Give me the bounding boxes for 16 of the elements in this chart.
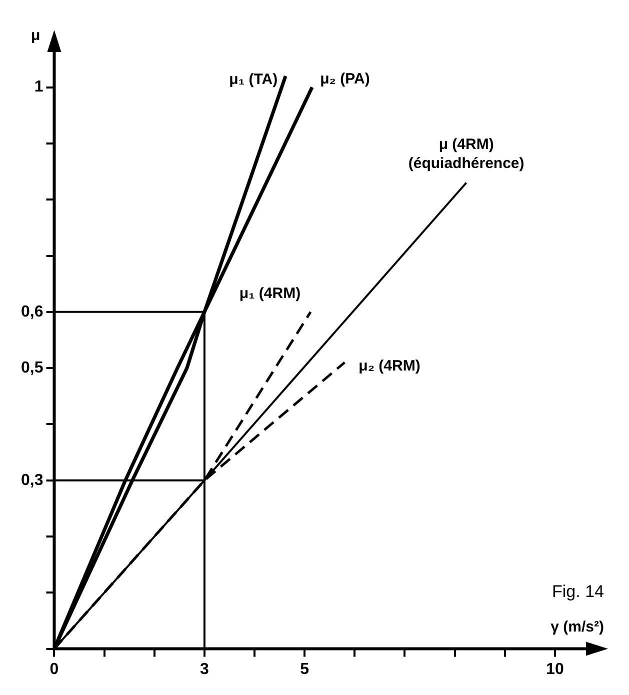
x-tick-label: 5 [300, 660, 310, 678]
series-label: μ₁ (TA) [229, 71, 278, 88]
x-tick-label: 0 [50, 660, 59, 678]
series-label: μ₁ (4RM) [239, 285, 301, 302]
x-tick-label: 3 [200, 660, 209, 678]
y-tick-label: 0,6 [20, 303, 44, 320]
y-tick-label: 0,3 [20, 472, 44, 489]
y-axis-title: μ [31, 27, 40, 44]
series-label: μ₂ (PA) [320, 70, 370, 88]
y-tick-label: 1 [34, 78, 44, 96]
x-axis-title: γ (m/s²) [550, 618, 604, 636]
y-tick-label: 0,5 [20, 359, 44, 376]
series-label: μ₂ (4RM) [358, 358, 420, 375]
x-tick-label: 10 [546, 660, 564, 678]
series-label: μ (4RM) (équiadhérence) [408, 136, 524, 172]
annotation: Fig. 14 [552, 582, 604, 601]
